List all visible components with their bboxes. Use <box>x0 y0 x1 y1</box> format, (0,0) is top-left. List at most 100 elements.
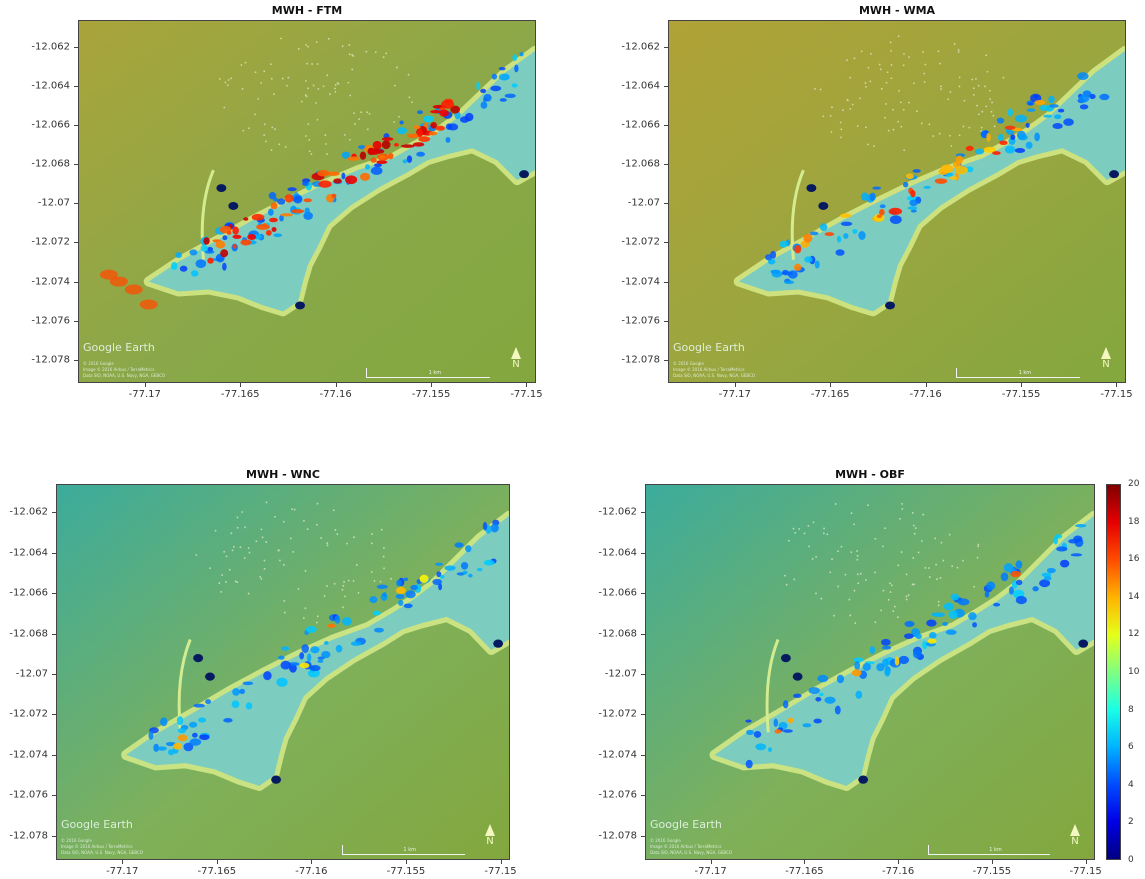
high-value-hotspots <box>774 570 1021 734</box>
y-tick-label: -12.062 <box>9 506 48 518</box>
y-tick-mark <box>52 552 56 554</box>
x-tick-mark <box>734 383 736 387</box>
google-earth-logo: Google Earth <box>83 341 155 354</box>
x-tick-label: -77.165 <box>197 866 237 877</box>
high-value-hotspots <box>173 574 429 750</box>
y-tick-mark <box>641 795 645 797</box>
y-tick-mark <box>641 754 645 756</box>
x-tick-label: -77.155 <box>411 389 451 400</box>
y-tick-label: -12.07 <box>604 668 637 680</box>
anchorage-dots <box>195 501 392 624</box>
x-tick-mark <box>216 860 218 864</box>
north-arrow: N <box>511 347 521 370</box>
y-tick-label: -12.068 <box>31 158 70 170</box>
y-tick-mark <box>641 835 645 837</box>
y-tick-mark <box>74 86 78 88</box>
colorbar-tick-label: 8 <box>1128 704 1134 715</box>
x-tick-mark <box>122 860 124 864</box>
land-area <box>738 50 1125 312</box>
y-tick-label: -12.066 <box>9 587 48 599</box>
y-tick-mark <box>52 835 56 837</box>
y-tick-mark <box>641 674 645 676</box>
x-tick-mark <box>830 383 832 387</box>
high-value-hotspots <box>794 99 1046 272</box>
x-tick-label: -77.15 <box>1069 866 1102 877</box>
y-tick-mark <box>74 164 78 166</box>
heatmap-image <box>669 21 1125 382</box>
anchorage-dots <box>814 35 1005 152</box>
y-tick-mark <box>52 512 56 514</box>
x-tick-mark <box>144 383 146 387</box>
map-plot: Google Earth © 2016 Google Image © 2016 Ai… <box>78 20 536 383</box>
y-tick-mark <box>52 714 56 716</box>
y-tick-mark <box>664 164 668 166</box>
x-tick-mark <box>405 860 407 864</box>
x-tick-label: -77.17 <box>718 389 751 400</box>
y-tick-label: -12.072 <box>9 708 48 720</box>
y-tick-mark <box>74 203 78 205</box>
y-tick-label: -12.078 <box>621 354 660 366</box>
y-tick-mark <box>74 47 78 49</box>
y-tick-mark <box>74 125 78 127</box>
y-tick-mark <box>664 203 668 205</box>
heatmap-image <box>79 21 535 382</box>
colorbar-tick-label: 12 <box>1128 629 1140 640</box>
y-tick-label: -12.064 <box>9 547 48 559</box>
north-arrow: N <box>1101 347 1111 370</box>
y-tick-label: -12.078 <box>598 830 637 842</box>
y-tick-label: -12.064 <box>621 80 660 92</box>
x-tick-mark <box>710 860 712 864</box>
colorbar-tick-label: 10 <box>1128 667 1140 677</box>
x-tick-label: -77.16 <box>882 866 915 877</box>
y-tick-label: -12.074 <box>598 749 637 761</box>
x-tick-mark <box>804 860 806 864</box>
y-tick-mark <box>641 512 645 514</box>
y-tick-label: -12.076 <box>621 315 660 327</box>
y-tick-label: -12.078 <box>31 354 70 366</box>
x-tick-mark <box>1021 383 1023 387</box>
imagery-credits: © 2016 Google Image © 2016 Airbus / Terra… <box>650 838 733 855</box>
x-tick-label: -77.165 <box>810 389 850 400</box>
imagery-credits: © 2016 Google Image © 2016 Airbus / Terra… <box>61 838 144 855</box>
y-tick-label: -12.076 <box>598 789 637 801</box>
google-earth-logo: Google Earth <box>650 818 722 831</box>
y-tick-label: -12.072 <box>621 236 660 248</box>
colorbar-tick-label: 14 <box>1128 591 1140 602</box>
x-tick-label: -77.16 <box>909 389 942 400</box>
y-tick-label: -12.062 <box>621 41 660 53</box>
y-tick-mark <box>664 359 668 361</box>
y-tick-label: -12.072 <box>598 708 637 720</box>
y-tick-mark <box>641 552 645 554</box>
land-area <box>714 515 1094 786</box>
scale-bar: 1 km <box>366 368 491 378</box>
ships <box>193 639 504 784</box>
y-tick-mark <box>664 281 668 283</box>
imagery-credits: © 2016 Google Image © 2016 Airbus / Terra… <box>83 361 166 378</box>
x-tick-label: -77.15 <box>1100 389 1133 400</box>
y-tick-mark <box>74 359 78 361</box>
x-tick-label: -77.16 <box>295 866 328 877</box>
scale-bar: 1 km <box>341 845 465 855</box>
x-tick-mark <box>240 383 242 387</box>
north-arrow: N <box>1070 824 1080 847</box>
y-tick-mark <box>641 593 645 595</box>
google-earth-logo: Google Earth <box>673 341 745 354</box>
anchorage-dots <box>218 37 413 156</box>
x-tick-label: -77.165 <box>220 389 260 400</box>
y-tick-label: -12.062 <box>598 506 637 518</box>
y-tick-mark <box>52 795 56 797</box>
x-tick-mark <box>335 383 337 387</box>
y-tick-label: -12.068 <box>598 628 637 640</box>
colorbar-tick-label: 20 <box>1128 479 1140 489</box>
y-tick-label: -12.066 <box>598 587 637 599</box>
y-tick-label: -12.066 <box>621 119 660 131</box>
x-tick-mark <box>925 383 927 387</box>
y-tick-label: -12.072 <box>31 236 70 248</box>
scale-bar: 1 km <box>956 368 1081 378</box>
y-tick-mark <box>52 593 56 595</box>
high-value-hotspots <box>99 98 461 310</box>
ships <box>216 170 530 310</box>
y-tick-mark <box>52 754 56 756</box>
low-value-blobs <box>148 519 500 756</box>
x-tick-label: -77.155 <box>386 866 426 877</box>
